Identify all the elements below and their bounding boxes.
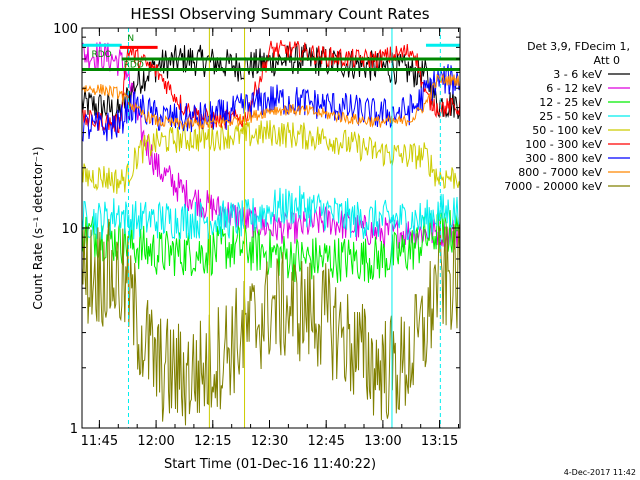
legend-label-6: 300 - 800 keV xyxy=(525,152,602,165)
legend-label-4: 50 - 100 keV xyxy=(532,124,602,137)
legend-label-5: 100 - 300 keV xyxy=(525,138,602,151)
y-axis-label: Count Rate (s⁻¹ detector⁻¹) xyxy=(31,146,45,309)
legend-label-3: 25 - 50 keV xyxy=(539,110,602,123)
axes: 11:45 12:00 12:15 12:30 12:45 13:00 13:15 1 10 10… xyxy=(53,22,460,449)
series-line-8 xyxy=(81,218,461,426)
flag-label-1: RDO xyxy=(124,61,144,71)
y-tick-label-1: 10 xyxy=(61,222,78,237)
x-tick-label-0: 11:45 xyxy=(81,434,118,449)
plot-flags: RDO RDO N xyxy=(82,28,460,428)
legend-label-7: 800 - 7000 keV xyxy=(518,166,602,179)
legend-label-1: 6 - 12 keV xyxy=(546,82,602,95)
flag-label-0: RDO xyxy=(91,50,111,60)
x-tick-label-1: 12:00 xyxy=(137,434,174,449)
series-line-2 xyxy=(81,210,461,283)
series-line-7 xyxy=(81,73,461,130)
series-line-3 xyxy=(81,185,461,241)
x-tick-label-4: 12:45 xyxy=(307,434,344,449)
y-tick-label-0: 1 xyxy=(70,422,78,437)
legend-header-line-1: Att 0 xyxy=(594,54,620,67)
series-line-4 xyxy=(81,120,461,194)
y-tick-label-2: 100 xyxy=(53,22,78,37)
x-tick-label-3: 12:30 xyxy=(251,434,288,449)
flag-label-2: N xyxy=(127,34,134,44)
x-tick-label-2: 12:15 xyxy=(194,434,231,449)
legend-label-8: 7000 - 20000 keV xyxy=(504,180,602,193)
footer-date: 4-Dec-2017 11:42 xyxy=(564,468,636,477)
x-tick-label-5: 13:00 xyxy=(364,434,401,449)
legend-label-0: 3 - 6 keV xyxy=(553,68,602,81)
legend-header-line-0: Det 3,9, FDecim 1, xyxy=(527,40,630,53)
legend-label-2: 12 - 25 keV xyxy=(539,96,602,109)
x-axis-label: Start Time (01-Dec-16 11:40:22) xyxy=(164,457,376,472)
chart-title: HESSI Observing Summary Count Rates xyxy=(130,5,429,23)
series-line-5 xyxy=(81,40,461,134)
series-line-6 xyxy=(81,64,461,142)
plot-series xyxy=(81,40,461,426)
x-tick-label-6: 13:15 xyxy=(421,434,458,449)
